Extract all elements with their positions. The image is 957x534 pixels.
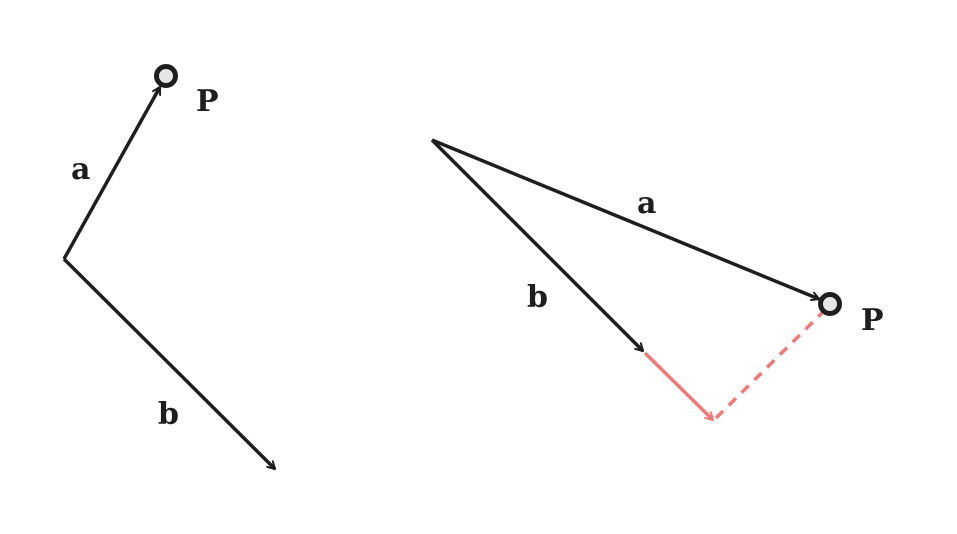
label-p: P bbox=[861, 303, 884, 338]
vector-b bbox=[62, 257, 277, 471]
vector-a bbox=[431, 138, 820, 302]
label-p: P bbox=[196, 84, 219, 119]
perpendicular-dashed bbox=[714, 311, 824, 420]
right-diagram: a b P bbox=[430, 138, 884, 422]
vector-b bbox=[430, 138, 645, 353]
projection-extension bbox=[643, 351, 715, 422]
point-p bbox=[818, 292, 842, 316]
label-a: a bbox=[71, 152, 90, 187]
label-a: a bbox=[637, 186, 656, 221]
label-b: b bbox=[527, 280, 548, 315]
point-p bbox=[154, 64, 178, 88]
vector-a bbox=[62, 86, 162, 260]
left-diagram: a b P bbox=[62, 64, 277, 471]
label-b: b bbox=[158, 397, 179, 432]
